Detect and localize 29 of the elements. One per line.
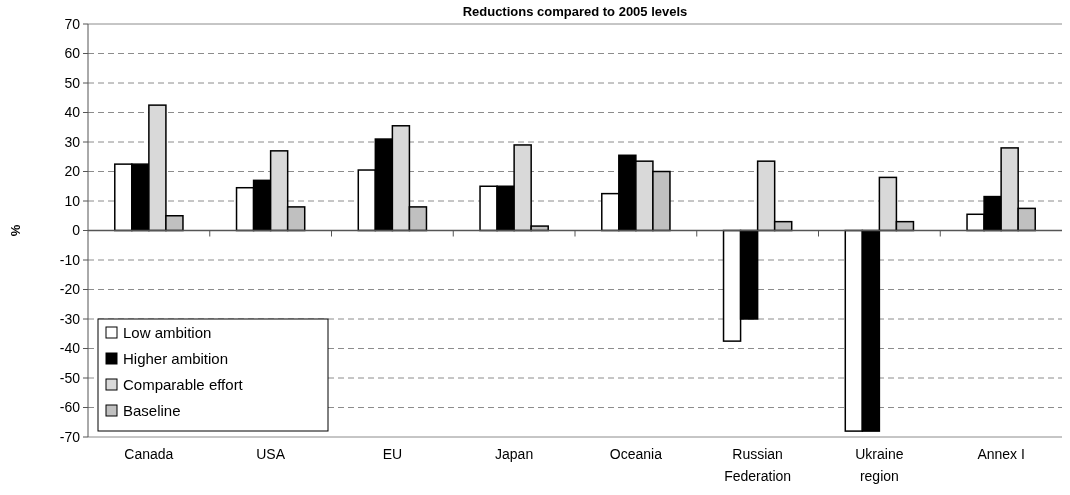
- y-tick-label: 10: [64, 192, 81, 209]
- y-tick-label: 30: [64, 133, 81, 150]
- y-tick-label: 40: [64, 104, 81, 121]
- x-tick-label: Oceania: [609, 446, 663, 462]
- chart-title: Reductions compared to 2005 levels: [462, 4, 688, 19]
- x-tick-label: EU: [382, 446, 403, 462]
- y-tick-label: 50: [64, 74, 81, 91]
- y-tick-label: -10: [59, 251, 81, 268]
- x-tick-label: Russian Federation: [724, 446, 792, 484]
- legend-label: Higher ambition: [123, 350, 229, 368]
- x-tick-label: Annex I: [977, 446, 1025, 462]
- legend-label: Baseline: [123, 402, 181, 420]
- x-tick-label: Canada: [124, 446, 174, 462]
- y-tick-label: -70: [59, 428, 81, 445]
- x-tick-label: USA: [256, 446, 286, 462]
- y-tick-label: -50: [59, 369, 81, 386]
- x-tick-label: Japan: [495, 446, 534, 462]
- y-tick-label: 0: [72, 222, 81, 239]
- y-tick-label: -30: [59, 310, 81, 327]
- y-tick-label: -60: [59, 399, 81, 416]
- legend-label: Low ambition: [123, 324, 212, 342]
- legend-label: Comparable effort: [123, 376, 244, 394]
- y-tick-label: 20: [64, 163, 81, 180]
- y-tick-label: -20: [59, 281, 81, 298]
- y-tick-label: -40: [59, 340, 81, 357]
- y-axis-title: %: [8, 224, 23, 237]
- y-tick-label: 70: [64, 15, 81, 32]
- y-tick-label: 60: [64, 45, 81, 62]
- x-tick-label: Ukraine region: [855, 446, 904, 484]
